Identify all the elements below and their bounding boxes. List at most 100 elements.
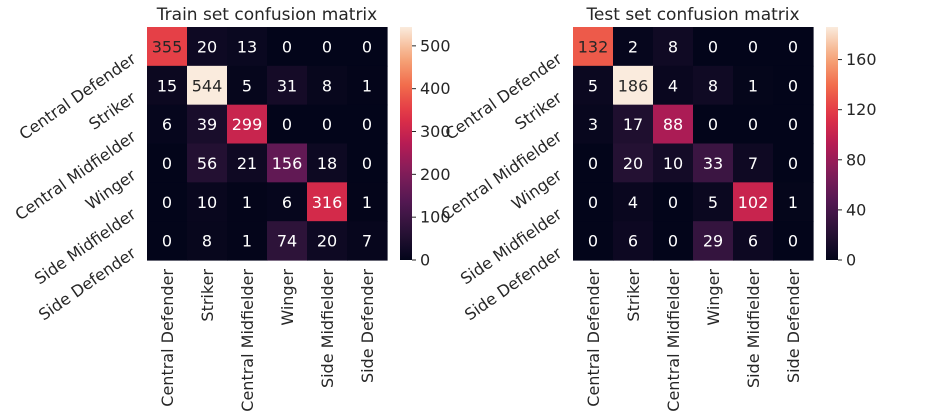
test-colorbar-tick-label: 160 [846,50,877,69]
test-cell-label-r4-c1: 4 [628,193,638,212]
train-cell-label-r4-c5: 1 [362,193,372,212]
train-cell-r3-c1 [187,143,228,183]
train-cell-label-r0-c1: 20 [197,37,217,56]
train-cell-label-r3-c4: 18 [317,154,337,173]
test-col-label-central-midfielder: Central Midfielder [664,269,683,411]
train-colorbar-tick-label: 100 [420,208,451,227]
test-cell-label-r1-c3: 8 [708,76,718,95]
train-cell-label-r4-c0: 0 [162,193,172,212]
train-cell-r5-c3 [267,221,308,261]
test-cell-label-r5-c3: 29 [703,232,723,251]
test-cell-r2-c2 [653,104,694,145]
train-cell-r1-c3 [267,65,308,106]
test-col-label-central-defender: Central Defender [584,269,603,407]
test-cell-label-r3-c2: 10 [663,154,683,173]
train-cell-r3-c5 [347,143,388,183]
test-cell-r4-c5 [773,182,814,222]
test-cell-r4-c4 [733,182,774,222]
test-cell-label-r4-c3: 5 [708,193,718,212]
test-cell-label-r0-c3: 0 [708,37,718,56]
train-cell-r0-c4 [307,27,348,67]
test-col-label-winger: Winger [704,269,723,326]
train-cell-label-r3-c0: 0 [162,154,172,173]
train-cell-r4-c2 [227,182,268,222]
test-colorbar-tick-label: 120 [846,100,877,119]
train-cell-r3-c2 [227,143,268,183]
test-cell-label-r0-c2: 8 [668,37,678,56]
train-cell-label-r0-c2: 13 [237,37,257,56]
train-cell-label-r3-c1: 56 [197,154,217,173]
train-col-label-central-midfielder: Central Midfielder [238,269,257,411]
train-cell-r4-c3 [267,182,308,222]
test-cell-label-r5-c2: 0 [668,232,678,251]
train-cell-label-r0-c3: 0 [282,37,292,56]
test-cell-r1-c3 [693,65,734,106]
train-cell-label-r2-c0: 6 [162,115,172,134]
train-cell-r5-c4 [307,221,348,261]
test-cell-r2-c5 [773,104,814,145]
train-cell-r3-c3 [267,143,308,183]
test-cell-r0-c4 [733,27,774,67]
test-colorbar [826,27,838,260]
train-col-label-side-midfielder: Side Midfielder [318,269,337,388]
test-cell-r1-c5 [773,65,814,106]
train-cell-r5-c2 [227,221,268,261]
test-cell-r2-c0 [573,104,614,145]
test-cell-label-r4-c0: 0 [588,193,598,212]
test-cell-label-r4-c4: 102 [738,193,769,212]
train-cell-label-r4-c2: 1 [242,193,252,212]
train-cell-label-r5-c3: 74 [277,232,297,251]
train-cell-r4-c1 [187,182,228,222]
test-col-label-striker: Striker [624,269,643,322]
test-cell-r5-c3 [693,221,734,261]
test-cell-label-r5-c4: 6 [748,232,758,251]
train-cell-label-r2-c2: 299 [232,115,263,134]
test-cell-r0-c3 [693,27,734,67]
train-cell-label-r5-c1: 8 [202,232,212,251]
test-col-label-side-midfielder: Side Midfielder [744,269,763,388]
test-cell-label-r5-c1: 6 [628,232,638,251]
train-cell-label-r1-c1: 544 [192,76,223,95]
test-cell-label-r1-c0: 5 [588,76,598,95]
test-cell-r2-c1 [613,104,654,145]
train-cell-label-r2-c5: 0 [362,115,372,134]
test-cell-label-r2-c3: 0 [708,115,718,134]
train-cell-r2-c4 [307,104,348,145]
test-cell-r3-c1 [613,143,654,183]
test-cell-label-r0-c0: 132 [578,37,609,56]
test-col-label-side-defender: Side Defender [784,269,803,383]
test-cell-label-r0-c5: 0 [788,37,798,56]
test-cell-label-r3-c5: 0 [788,154,798,173]
test-cell-label-r2-c1: 17 [623,115,643,134]
test-cell-r2-c4 [733,104,774,145]
train-cell-label-r1-c4: 8 [322,76,332,95]
train-cell-label-r3-c3: 156 [272,154,303,173]
test-cell-r5-c1 [613,221,654,261]
train-cell-label-r1-c3: 31 [277,76,297,95]
train-cell-r1-c0 [147,65,188,106]
test-cell-r2-c3 [693,104,734,145]
test-cell-r5-c0 [573,221,614,261]
test-cell-label-r1-c4: 1 [748,76,758,95]
train-cell-label-r1-c5: 1 [362,76,372,95]
train-cell-r0-c2 [227,27,268,67]
train-colorbar-tick-label: 0 [420,251,430,270]
test-cell-r0-c5 [773,27,814,67]
test-cell-r4-c3 [693,182,734,222]
train-cell-label-r4-c1: 10 [197,193,217,212]
test-cell-r5-c2 [653,221,694,261]
test-cell-label-r3-c0: 0 [588,154,598,173]
train-cell-label-r2-c4: 0 [322,115,332,134]
test-cell-r0-c2 [653,27,694,67]
test-cell-label-r5-c5: 0 [788,232,798,251]
train-cell-r2-c3 [267,104,308,145]
test-cell-r3-c2 [653,143,694,183]
train-cell-label-r3-c2: 21 [237,154,257,173]
train-cell-r1-c1 [187,65,228,106]
train-cell-label-r5-c4: 20 [317,232,337,251]
test-cell-r4-c0 [573,182,614,222]
test-cell-r3-c0 [573,143,614,183]
test-cell-label-r1-c1: 186 [618,76,649,95]
train-cell-label-r0-c4: 0 [322,37,332,56]
